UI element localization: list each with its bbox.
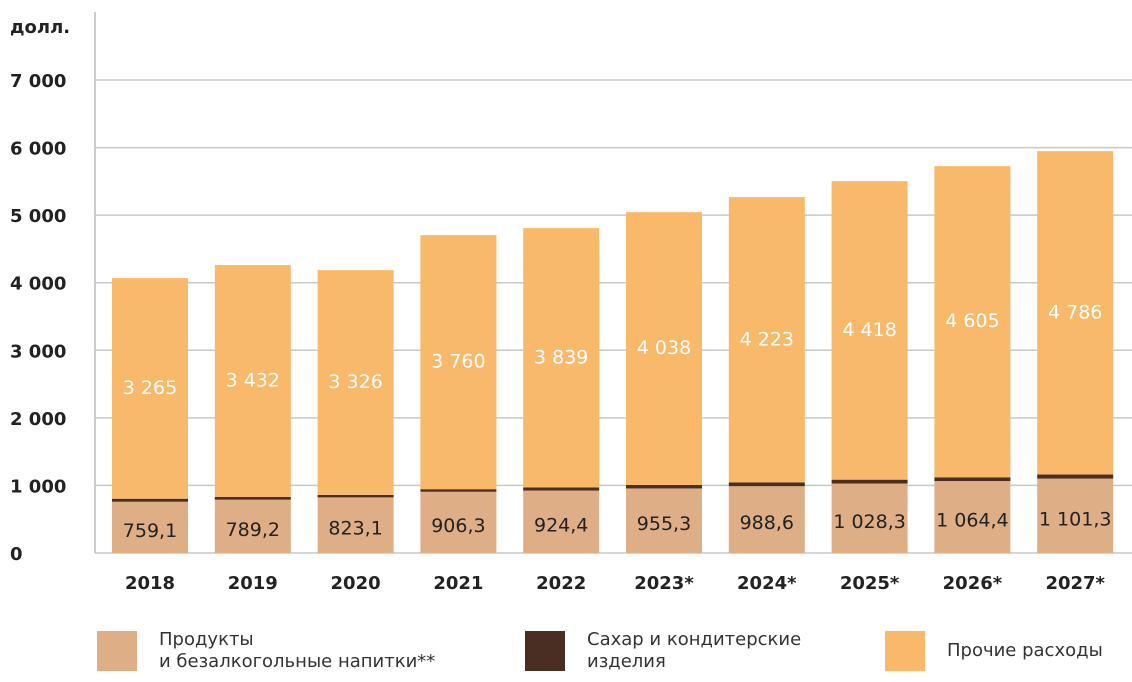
x-tick-label: 2020 [331, 573, 381, 594]
data-label: 1 028,3 [833, 511, 906, 533]
data-label: 4 605 [945, 310, 999, 332]
data-label: 4 786 [1048, 301, 1102, 323]
data-label: 4 418 [842, 319, 896, 341]
legend-item: Сахар и кондитерские изделия [525, 620, 801, 682]
legend-item: Прочие расходы [885, 620, 1103, 682]
data-label: 955,3 [637, 513, 691, 535]
bar-segment [317, 494, 394, 498]
bar-segment [420, 491, 497, 553]
x-tick-label: 2026* [943, 573, 1003, 594]
bar-segment [214, 496, 291, 500]
data-label: 759,1 [123, 520, 177, 542]
bar-segment [934, 481, 1011, 553]
y-tick-label: 1 000 [10, 476, 66, 497]
bar-segment [626, 212, 702, 486]
bar-segment [934, 477, 1011, 482]
bar-segment [728, 482, 805, 487]
bar-segment [420, 235, 497, 490]
data-label: 3 326 [328, 371, 382, 393]
data-label: 3 760 [431, 351, 485, 373]
bar-segment [831, 479, 908, 484]
legend-swatch [525, 631, 565, 671]
chart: долл. 0 1 000 2 000 3 000 4 000 5 000 6 000 7 0… [10, 12, 1132, 594]
legend-label: Сахар и кондитерские изделия [587, 628, 802, 673]
bar-segment [728, 486, 805, 553]
legend-label: Продукты и безалкогольные напитки** [159, 628, 436, 673]
x-tick-label: 2025* [840, 573, 900, 594]
bar-segment [831, 483, 908, 553]
y-tick-label: 5 000 [10, 206, 66, 227]
y-tick-label: 0 [10, 544, 23, 565]
y-axis-label: долл. [10, 17, 70, 38]
y-tick-label: 6 000 [10, 139, 66, 160]
bar-segment [112, 498, 188, 502]
y-tick-label: 3 000 [10, 341, 66, 362]
data-label: 3 432 [226, 370, 280, 392]
x-tick-label: 2018 [125, 573, 175, 594]
y-tick-label: 2 000 [10, 409, 66, 430]
data-label: 4 223 [740, 328, 794, 350]
bar-segment [1037, 474, 1114, 479]
bar-segment [112, 278, 188, 499]
data-label: 3 265 [123, 377, 177, 399]
bar-segment [317, 270, 394, 495]
bar-segment [1037, 151, 1114, 475]
y-tick-label: 4 000 [10, 274, 66, 295]
bar-segment [728, 197, 805, 483]
data-label: 924,4 [534, 514, 588, 536]
bar-segment [626, 488, 702, 553]
bar-segment [523, 228, 600, 488]
y-tick-label: 7 000 [10, 71, 66, 92]
bar-segment [214, 499, 291, 553]
bar-segment [420, 489, 497, 492]
data-label: 3 839 [534, 346, 588, 368]
data-label: 4 038 [637, 337, 691, 359]
x-tick-label: 2024* [737, 573, 797, 594]
bar-segment [934, 166, 1011, 478]
bar-segment [317, 497, 394, 553]
data-label: 823,1 [328, 518, 382, 540]
legend-swatch [97, 631, 137, 671]
data-label: 1 064,4 [936, 510, 1009, 532]
bar-segment [1037, 478, 1114, 553]
bar-segment [112, 501, 188, 553]
x-tick-label: 2022 [536, 573, 586, 594]
x-tick-label: 2021 [433, 573, 483, 594]
bar-segment [523, 490, 600, 553]
data-label: 906,3 [431, 515, 485, 537]
data-label: 789,2 [226, 519, 280, 541]
legend-swatch [885, 631, 925, 671]
bar-segment [626, 485, 702, 489]
bar-segment [214, 265, 291, 497]
legend-item: Продукты и безалкогольные напитки** [97, 620, 435, 682]
x-tick-label: 2019 [228, 573, 278, 594]
data-label: 988,6 [740, 512, 794, 534]
bar-segment [523, 487, 600, 491]
x-tick-label: 2023* [634, 573, 694, 594]
legend-label: Прочие расходы [947, 639, 1103, 661]
x-tick-label: 2027* [1045, 573, 1105, 594]
bar-segment [831, 181, 908, 480]
data-label: 1 101,3 [1039, 508, 1112, 530]
